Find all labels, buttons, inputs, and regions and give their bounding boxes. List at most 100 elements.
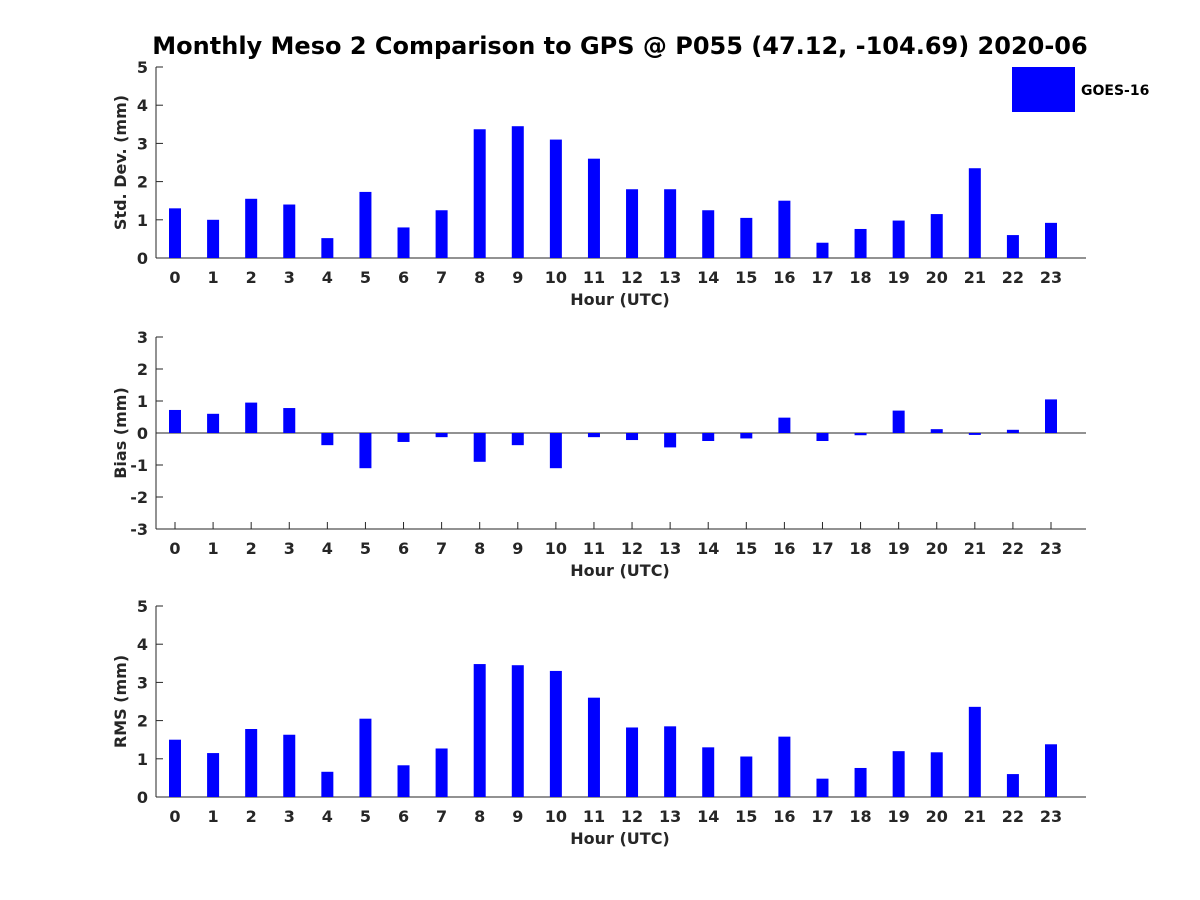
bar [397,765,410,797]
x-tick-label: 20 [926,807,948,826]
x-tick-label: 10 [545,807,567,826]
bar [740,217,753,258]
x-tick-label: 20 [926,268,948,287]
x-tick-label: 20 [926,539,948,558]
y-tick-label: 2 [137,173,148,192]
y-tick-label: 3 [137,673,148,692]
x-tick-label: 7 [436,807,447,826]
x-tick-label: 8 [474,807,485,826]
bar [778,736,791,797]
bar [968,168,981,258]
bar [245,402,258,433]
x-tick-label: 3 [284,807,295,826]
x-tick-label: 13 [659,539,681,558]
bar [1045,399,1057,433]
bar [245,729,258,797]
x-tick-label: 4 [322,539,333,558]
bar [626,727,639,797]
bar [816,242,829,258]
y-tick-label: 0 [137,788,148,807]
bar [930,752,943,797]
legend-swatch-goes-16 [1012,67,1075,112]
x-tick-label: 0 [169,539,180,558]
x-tick-label: 14 [697,539,719,558]
x-tick-label: 13 [659,807,681,826]
bar [892,410,905,433]
legend: GOES-16 [1012,67,1149,112]
x-tick-label: 22 [1002,268,1024,287]
x-tick-label: 12 [621,807,643,826]
x-tick-label: 8 [474,539,485,558]
bar [664,189,677,258]
y-tick-label: 1 [137,392,148,411]
bar [207,753,220,797]
x-tick-label: 16 [773,539,795,558]
x-tick-label: 15 [735,807,757,826]
x-tick-label: 8 [474,268,485,287]
x-tick-label: 4 [322,807,333,826]
bar [511,126,524,259]
y-tick-label: 1 [137,750,148,769]
x-tick-label: 2 [246,807,257,826]
bar [169,208,181,258]
bar [321,771,334,797]
y-tick-label: 4 [137,96,148,115]
y-tick-label: 3 [137,134,148,153]
x-tick-label: 7 [436,539,447,558]
x-tick-label: 0 [169,268,180,287]
x-tick-label: 3 [284,268,295,287]
bar [854,228,867,258]
x-tick-label: 21 [964,268,986,287]
bar [511,433,524,446]
bar [702,433,715,441]
bar [587,433,600,438]
bar [207,413,220,433]
bar [549,433,562,469]
x-tick-label: 0 [169,807,180,826]
y-axis-label: Bias (mm) [111,387,130,479]
bar [511,665,524,797]
chart-title: Monthly Meso 2 Comparison to GPS @ P055 … [152,32,1087,60]
x-tick-label: 15 [735,539,757,558]
x-tick-label: 3 [284,539,295,558]
x-tick-label: 9 [512,539,523,558]
y-tick-label: -3 [130,520,148,539]
x-tick-label: 9 [512,807,523,826]
x-tick-label: 11 [583,268,605,287]
x-tick-label: 23 [1040,539,1062,558]
x-tick-label: 2 [246,268,257,287]
bar [321,433,334,446]
x-tick-label: 17 [811,539,833,558]
x-axis-label: Hour (UTC) [570,290,670,309]
x-tick-label: 2 [246,539,257,558]
bar [1006,429,1019,433]
bar [587,697,600,797]
y-tick-label: 5 [137,58,148,77]
bar [587,158,600,258]
bar [473,129,486,258]
x-tick-label: 16 [773,268,795,287]
bar [359,433,372,469]
x-tick-label: 19 [888,539,910,558]
bar [854,433,867,436]
x-tick-label: 13 [659,268,681,287]
y-axis-label: RMS (mm) [111,655,130,748]
x-tick-label: 4 [322,268,333,287]
x-tick-label: 5 [360,268,371,287]
bar [778,417,791,433]
bar [283,204,296,258]
x-tick-label: 16 [773,807,795,826]
bar [207,219,220,258]
x-tick-label: 12 [621,268,643,287]
bar [968,433,981,435]
x-tick-label: 14 [697,268,719,287]
bar [740,756,753,797]
x-tick-label: 22 [1002,539,1024,558]
bar [930,429,943,433]
x-tick-label: 6 [398,807,409,826]
x-tick-label: 7 [436,268,447,287]
bar [930,214,943,258]
bar [397,433,410,442]
